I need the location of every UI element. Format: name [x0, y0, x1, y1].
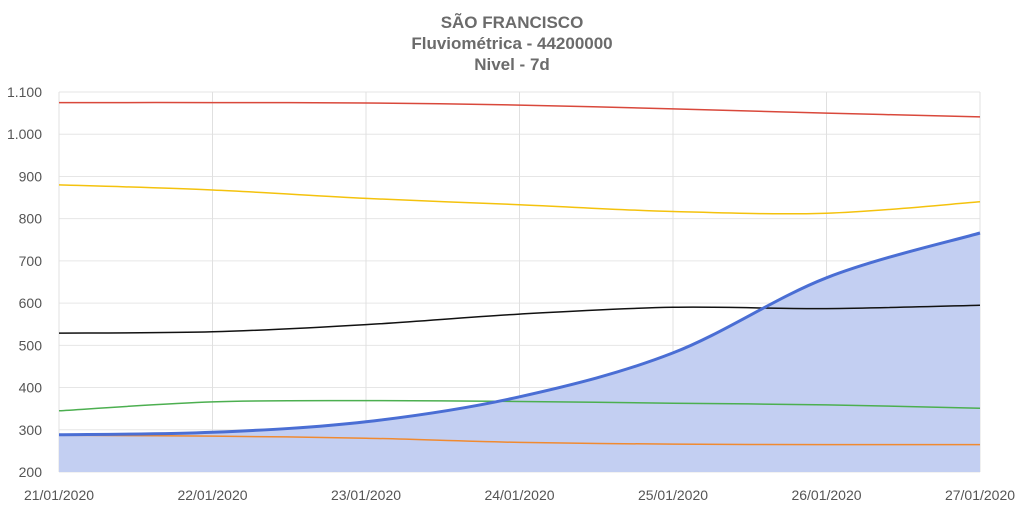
y-tick-label: 500 — [19, 337, 43, 353]
y-axis: 200 300 400 500 600 700 800 900 1.000 1.100 — [7, 84, 42, 480]
y-tick-label: 900 — [19, 168, 43, 184]
y-tick-label: 1.100 — [7, 84, 42, 100]
x-tick-label: 25/01/2020 — [638, 487, 708, 503]
y-tick-label: 200 — [19, 464, 43, 480]
y-tick-label: 400 — [19, 380, 43, 396]
x-tick-label: 23/01/2020 — [331, 487, 401, 503]
y-tick-label: 1.000 — [7, 126, 42, 142]
chart-subtitle: Fluviométrica - 44200000 — [411, 34, 613, 53]
x-axis: 21/01/2020 22/01/2020 23/01/2020 24/01/2020… — [24, 487, 1015, 503]
series-line — [58, 101, 981, 118]
x-tick-label: 24/01/2020 — [484, 487, 554, 503]
x-tick-label: 27/01/2020 — [945, 487, 1015, 503]
chart-titles: SÃO FRANCISCO Fluviométrica - 44200000 N… — [0, 12, 1024, 75]
y-tick-label: 800 — [19, 211, 43, 227]
series-line — [58, 399, 981, 412]
series-area — [59, 233, 980, 472]
series-line — [58, 184, 981, 215]
area-layer — [59, 233, 980, 472]
chart-title: SÃO FRANCISCO — [440, 13, 584, 32]
x-tick-label: 21/01/2020 — [24, 487, 94, 503]
chart-subtitle-2: Nivel - 7d — [474, 55, 550, 74]
y-tick-label: 300 — [19, 422, 43, 438]
line-layer — [58, 101, 981, 446]
x-tick-label: 26/01/2020 — [791, 487, 861, 503]
series-area-line — [58, 231, 981, 437]
series-line — [58, 434, 980, 446]
y-tick-label: 700 — [19, 253, 43, 269]
series-line — [58, 304, 981, 334]
y-tick-label: 600 — [19, 295, 43, 311]
x-tick-label: 22/01/2020 — [177, 487, 247, 503]
